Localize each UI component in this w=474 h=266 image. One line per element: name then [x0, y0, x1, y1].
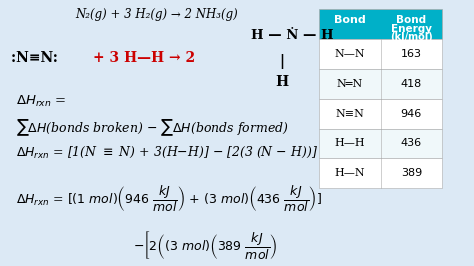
Text: N═N: N═N: [337, 79, 363, 89]
Text: :N≡N:: :N≡N:: [11, 52, 67, 65]
FancyBboxPatch shape: [319, 9, 442, 39]
Text: 163: 163: [401, 49, 422, 59]
Text: N₂(g) + 3 H₂(g) → 2 NH₃(g): N₂(g) + 3 H₂(g) → 2 NH₃(g): [75, 8, 238, 21]
Text: $\Delta H_{rxn}$ = $\left[\right.$$(1\ mol)\left(946\ \dfrac{kJ}{mol}\right)$ $+: $\Delta H_{rxn}$ = $\left[\right.$$(1\ m…: [16, 183, 322, 214]
FancyBboxPatch shape: [319, 158, 442, 188]
Text: H: H: [275, 75, 288, 89]
FancyBboxPatch shape: [319, 99, 442, 128]
Text: 946: 946: [401, 109, 422, 119]
Text: H—H: H—H: [335, 139, 365, 148]
FancyBboxPatch shape: [319, 69, 442, 99]
Text: 418: 418: [401, 79, 422, 89]
Text: (kJ/mol): (kJ/mol): [390, 32, 433, 42]
Text: $-\left[2\left((3\ mol)\left(389\ \dfrac{kJ}{mol}\right)\right.\right.$: $-\left[2\left((3\ mol)\left(389\ \dfrac…: [133, 229, 278, 261]
FancyBboxPatch shape: [319, 128, 442, 158]
Text: Energy: Energy: [391, 24, 432, 34]
Text: $\sum\Delta H$(bonds broken) $-$ $\sum\Delta H$(bonds formed): $\sum\Delta H$(bonds broken) $-$ $\sum\D…: [16, 117, 289, 138]
Text: |: |: [279, 53, 284, 69]
Text: 389: 389: [401, 168, 422, 178]
Text: Bond: Bond: [396, 15, 427, 25]
Text: H — Ṅ — H: H — Ṅ — H: [251, 29, 334, 41]
Text: + 3 H—H → 2: + 3 H—H → 2: [93, 52, 195, 65]
Text: N—N: N—N: [335, 49, 365, 59]
FancyBboxPatch shape: [319, 39, 442, 69]
Text: $\Delta H_{rxn}$ = [1(N $\equiv$ N) + 3(H$-$H)] $-$ [2(3 (N $-$ H))]: $\Delta H_{rxn}$ = [1(N $\equiv$ N) + 3(…: [16, 144, 318, 160]
Text: 436: 436: [401, 139, 422, 148]
Text: $\Delta H_{rxn}$ =: $\Delta H_{rxn}$ =: [16, 94, 66, 109]
Text: H—N: H—N: [335, 168, 365, 178]
Text: Bond: Bond: [334, 15, 366, 25]
Text: N≡N: N≡N: [336, 109, 365, 119]
